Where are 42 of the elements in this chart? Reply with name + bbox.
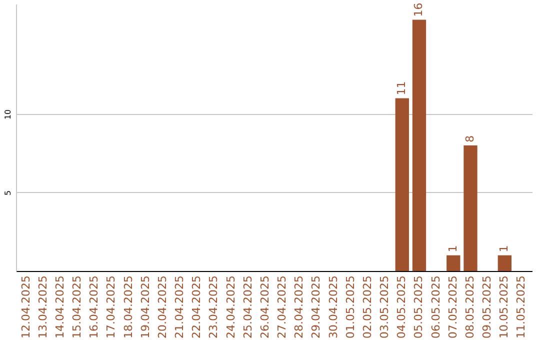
x-tick-label: 26.04.2025 — [258, 276, 272, 338]
x-tick-label: 28.04.2025 — [292, 276, 306, 338]
x-tick-label: 01.05.2025 — [344, 276, 357, 338]
x-tick-label: 17.04.2025 — [104, 276, 118, 338]
bar — [412, 20, 426, 271]
bar — [395, 98, 409, 271]
data-label: 11 — [395, 81, 408, 96]
x-tick-label: 13.04.2025 — [36, 276, 50, 338]
x-tick-label: 22.04.2025 — [190, 276, 204, 338]
x-tick-label: 15.04.2025 — [70, 276, 84, 338]
x-tick-label: 07.05.2025 — [446, 276, 460, 338]
x-tick-label: 21.04.2025 — [173, 276, 186, 338]
x-tick-label: 25.04.2025 — [241, 276, 254, 338]
bar — [464, 145, 478, 271]
data-label: 1 — [498, 245, 511, 252]
x-tick-label: 06.05.2025 — [429, 276, 442, 338]
x-tick-label: 23.04.2025 — [207, 276, 220, 338]
x-tick-label: 20.04.2025 — [156, 276, 169, 338]
x-tick-label: 16.04.2025 — [88, 276, 101, 338]
x-tick-label: 12.04.2025 — [19, 276, 32, 338]
x-tick-label: 30.04.2025 — [326, 276, 340, 338]
x-tick-label: 14.04.2025 — [53, 276, 66, 338]
x-tick-label: 10.05.2025 — [498, 276, 511, 338]
x-tick-label: 08.05.2025 — [463, 276, 476, 338]
y-tick-label: 5 — [4, 190, 12, 196]
x-tick-label: 04.05.2025 — [395, 276, 408, 338]
data-label: 16 — [412, 2, 426, 17]
x-tick-label: 03.05.2025 — [378, 276, 392, 338]
x-tick-label: 24.04.2025 — [224, 276, 238, 338]
x-tick-label: 05.05.2025 — [412, 276, 426, 338]
x-tick-label: 19.04.2025 — [138, 276, 152, 338]
y-tick-label: 10 — [4, 109, 12, 120]
x-tick-label: 02.05.2025 — [360, 276, 374, 338]
bar — [446, 255, 460, 271]
x-tick-label: 29.04.2025 — [310, 276, 323, 338]
x-tick-label: 11.05.2025 — [514, 276, 528, 338]
data-label: 8 — [463, 135, 476, 142]
data-label: 1 — [446, 245, 460, 252]
x-tick-label: 27.04.2025 — [276, 276, 289, 338]
bar — [498, 255, 512, 271]
x-tick-label: 18.04.2025 — [122, 276, 135, 338]
x-tick-label: 09.05.2025 — [480, 276, 494, 338]
